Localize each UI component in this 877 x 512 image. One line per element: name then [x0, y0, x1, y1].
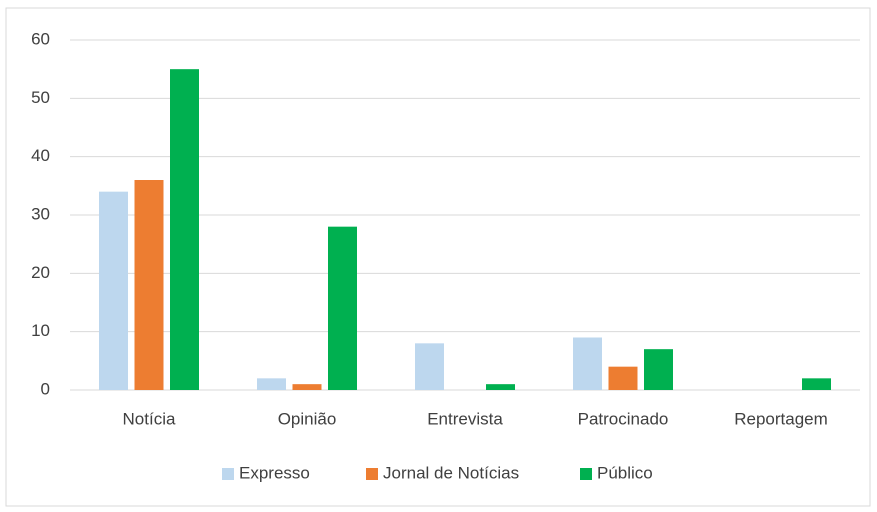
- bar: [486, 384, 515, 390]
- x-tick-label: Reportagem: [734, 409, 828, 428]
- y-tick-label: 50: [31, 88, 50, 107]
- bar: [608, 366, 638, 390]
- legend-label: Jornal de Notícias: [383, 463, 519, 482]
- x-tick-label: Notícia: [123, 409, 176, 428]
- legend-swatch: [222, 468, 234, 480]
- legend-swatch: [366, 468, 378, 480]
- bar: [170, 69, 199, 391]
- y-tick-label: 10: [31, 321, 50, 340]
- legend-label: Público: [597, 463, 653, 482]
- y-tick-label: 30: [31, 204, 50, 223]
- y-tick-label: 20: [31, 263, 50, 282]
- x-tick-label: Patrocinado: [578, 409, 669, 428]
- bar: [415, 343, 444, 390]
- bar: [802, 378, 831, 390]
- bar: [644, 349, 673, 390]
- y-tick-label: 0: [41, 379, 50, 398]
- legend-swatch: [580, 468, 592, 480]
- bar: [99, 191, 128, 390]
- x-tick-label: Entrevista: [427, 409, 503, 428]
- y-tick-label: 60: [31, 29, 50, 48]
- bar: [134, 180, 164, 390]
- y-tick-label: 40: [31, 146, 50, 165]
- bar: [257, 378, 286, 390]
- legend-label: Expresso: [239, 463, 310, 482]
- bar: [292, 384, 322, 390]
- bar: [328, 226, 357, 390]
- x-tick-label: Opinião: [278, 409, 337, 428]
- bar: [573, 337, 602, 390]
